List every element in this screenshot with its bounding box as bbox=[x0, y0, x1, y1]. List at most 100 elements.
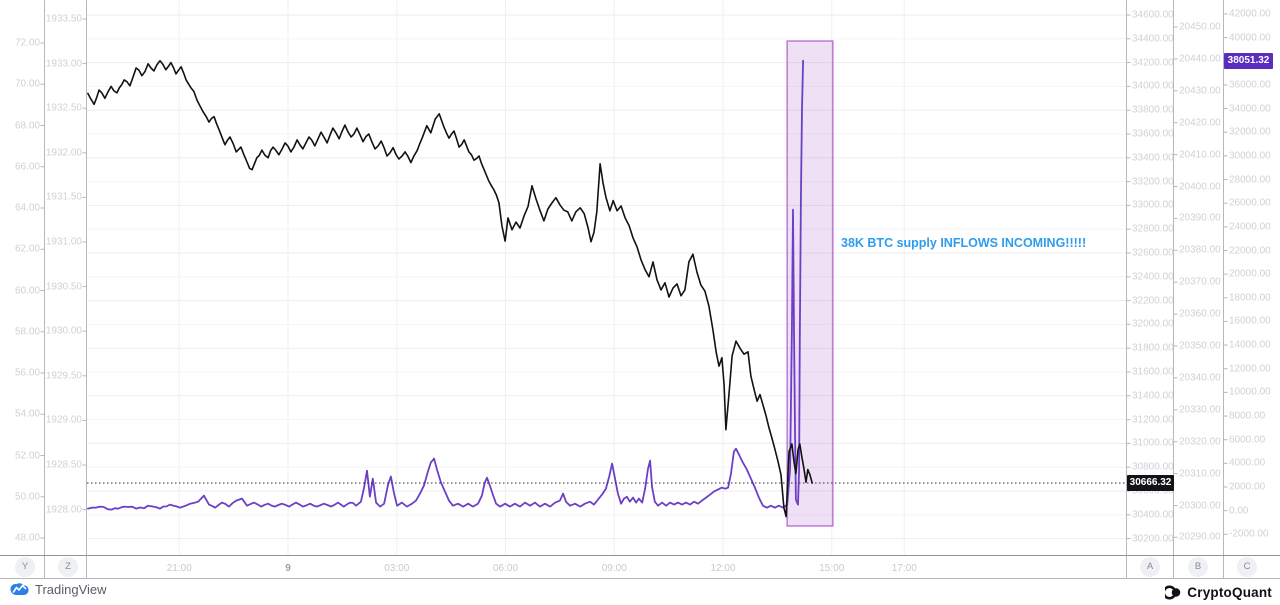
axis-a-label: 31200.00 bbox=[1132, 414, 1174, 426]
left-inner-price-axis[interactable]: 1933.50 1933.00 1932.50 1932.00 1931.50 1931.… bbox=[44, 0, 86, 578]
axis-c-label: 10000.00 bbox=[1229, 386, 1271, 398]
axis-a-label: 33600.00 bbox=[1132, 128, 1174, 140]
right-price-axis-b[interactable]: 20450.00 20440.00 20430.00 20420.00 20410.00… bbox=[1173, 0, 1223, 578]
time-axis-label: 17:00 bbox=[891, 563, 917, 574]
cryptoquant-label: CryptoQuant bbox=[1187, 585, 1272, 600]
axis-a-label: 33200.00 bbox=[1132, 176, 1174, 188]
axis-a-label: 32200.00 bbox=[1132, 295, 1174, 307]
axis-c-label: 20000.00 bbox=[1229, 268, 1271, 280]
axis-y-label: 60.00 bbox=[14, 285, 40, 296]
axis-c-label: 6000.00 bbox=[1229, 434, 1266, 446]
axis-b-label: 20310.00 bbox=[1179, 468, 1221, 480]
tradingview-logo[interactable]: TradingView bbox=[10, 582, 107, 597]
axis-a-label: 30200.00 bbox=[1132, 533, 1174, 545]
axis-y-label: 58.00 bbox=[14, 326, 40, 338]
axis-c-label: 18000.00 bbox=[1229, 292, 1271, 304]
time-axis-label: 06:00 bbox=[492, 563, 519, 574]
axis-b-label: 20330.00 bbox=[1179, 404, 1221, 416]
axis-a-label: 30400.00 bbox=[1132, 509, 1174, 521]
tradingview-label: TradingView bbox=[35, 582, 107, 597]
time-axis-label: 03:00 bbox=[384, 563, 410, 574]
axis-a-label: 31400.00 bbox=[1132, 390, 1174, 402]
price-line-series[interactable] bbox=[87, 60, 813, 518]
left-outer-price-axis[interactable]: 72.00 70.00 68.00 66.00 64.00 62.00 60.00 58.00… bbox=[0, 0, 44, 578]
axis-a-label: 31000.00 bbox=[1132, 437, 1174, 449]
axis-a-label: 34200.00 bbox=[1132, 57, 1174, 69]
axis-toggle-button-z[interactable]: Z bbox=[58, 557, 78, 577]
axis-c-label: 16000.00 bbox=[1229, 315, 1271, 327]
time-axis-label: 21:00 bbox=[166, 563, 192, 574]
axis-c-label: 8000.00 bbox=[1229, 410, 1266, 422]
time-axis-date-label: 9 bbox=[285, 563, 291, 574]
axis-b-label: 20320.00 bbox=[1179, 436, 1221, 448]
axis-a-label: 31600.00 bbox=[1132, 366, 1174, 378]
time-axis-label: 09:00 bbox=[601, 563, 627, 574]
axis-y-label: 64.00 bbox=[14, 202, 40, 214]
axis-b-label: 20350.00 bbox=[1179, 340, 1221, 352]
axis-y-label: 72.00 bbox=[14, 37, 40, 49]
axis-c-label: 40000.00 bbox=[1229, 32, 1271, 44]
axis-c-label: 24000.00 bbox=[1229, 221, 1271, 233]
btc-price-label: 30666.32 bbox=[1127, 475, 1174, 491]
axis-b-label: 20300.00 bbox=[1179, 500, 1221, 511]
cryptoquant-logo[interactable]: CryptoQuant bbox=[1165, 584, 1272, 601]
inflow-line-series[interactable] bbox=[87, 59, 804, 511]
axis-b-label: 20390.00 bbox=[1179, 212, 1221, 224]
axis-a-label: 32400.00 bbox=[1132, 271, 1174, 283]
axis-a-label: 32800.00 bbox=[1132, 223, 1174, 235]
axis-y-label: 68.00 bbox=[14, 120, 40, 131]
axis-b-label: 20380.00 bbox=[1179, 244, 1221, 256]
axis-z-label: 1928.50 bbox=[45, 459, 82, 471]
axis-a-label: 30600.00 bbox=[1132, 485, 1174, 497]
axis-a-label: 33800.00 bbox=[1132, 104, 1174, 116]
axis-a-label: 34400.00 bbox=[1132, 33, 1174, 45]
axis-c-label: 30000.00 bbox=[1229, 150, 1271, 162]
axis-c-label: 28000.00 bbox=[1229, 174, 1271, 186]
axis-c-label: 32000.00 bbox=[1229, 126, 1271, 138]
axis-y-label: 48.00 bbox=[14, 532, 40, 544]
axis-z-label: 1932.50 bbox=[45, 102, 82, 114]
axis-a-label: 34000.00 bbox=[1132, 80, 1174, 92]
time-axis-label: 12:00 bbox=[710, 563, 736, 574]
axis-z-label: 1930.00 bbox=[45, 325, 82, 337]
axis-y-label: 52.00 bbox=[14, 450, 40, 461]
axis-z-label: 1932.00 bbox=[45, 147, 82, 159]
axis-a-label: 31800.00 bbox=[1132, 342, 1174, 354]
chart-text-annotation[interactable]: 38K BTC supply INFLOWS INCOMING!!!!! bbox=[841, 236, 1087, 250]
axis-y-label: 50.00 bbox=[14, 491, 40, 503]
axis-y-label: 70.00 bbox=[14, 78, 40, 90]
right-price-axis-a[interactable]: 34600.00 34400.00 34200.00 34000.00 33800.00… bbox=[1126, 0, 1174, 578]
axis-toggle-button-y[interactable]: Y bbox=[15, 557, 35, 577]
axis-a-label: 32000.00 bbox=[1132, 318, 1174, 330]
axis-c-label: 14000.00 bbox=[1229, 339, 1271, 351]
cryptoquant-icon bbox=[1165, 585, 1181, 600]
axis-c-label: 22000.00 bbox=[1229, 245, 1271, 256]
axis-z-label: 1931.50 bbox=[45, 191, 82, 203]
axis-b-label: 20400.00 bbox=[1179, 181, 1221, 192]
axis-b-label: 20370.00 bbox=[1179, 276, 1221, 288]
axis-z-label: 1930.50 bbox=[45, 281, 82, 293]
axis-y-label: 62.00 bbox=[14, 243, 40, 255]
axis-c-label: -2000.00 bbox=[1229, 528, 1269, 540]
axis-toggle-button-b[interactable]: B bbox=[1188, 557, 1208, 577]
axis-b-label: 20450.00 bbox=[1179, 21, 1221, 33]
axis-a-label: 33000.00 bbox=[1132, 199, 1174, 211]
axis-toggle-button-c[interactable]: C bbox=[1237, 557, 1257, 577]
axis-b-label: 20410.00 bbox=[1179, 149, 1221, 161]
tradingview-cloud-icon bbox=[10, 583, 29, 595]
time-axis-label: 15:00 bbox=[819, 563, 845, 574]
axis-c-label: 42000.00 bbox=[1229, 8, 1271, 20]
axis-b-label: 20360.00 bbox=[1179, 308, 1221, 320]
axis-z-label: 1933.50 bbox=[45, 13, 82, 25]
axis-z-label: 1929.50 bbox=[45, 370, 82, 382]
axis-b-label: 20430.00 bbox=[1179, 85, 1221, 97]
axis-b-label: 20340.00 bbox=[1179, 372, 1221, 384]
axis-z-label: 1931.00 bbox=[45, 236, 82, 248]
axis-b-label: 20440.00 bbox=[1179, 53, 1221, 65]
axis-toggle-button-a[interactable]: A bbox=[1140, 557, 1160, 577]
axis-a-label: 33400.00 bbox=[1132, 152, 1174, 164]
right-price-axis-c[interactable]: 42000.0040000.0038000.0036000.0034000.00… bbox=[1223, 0, 1280, 578]
axis-b-label: 20290.00 bbox=[1179, 531, 1221, 543]
